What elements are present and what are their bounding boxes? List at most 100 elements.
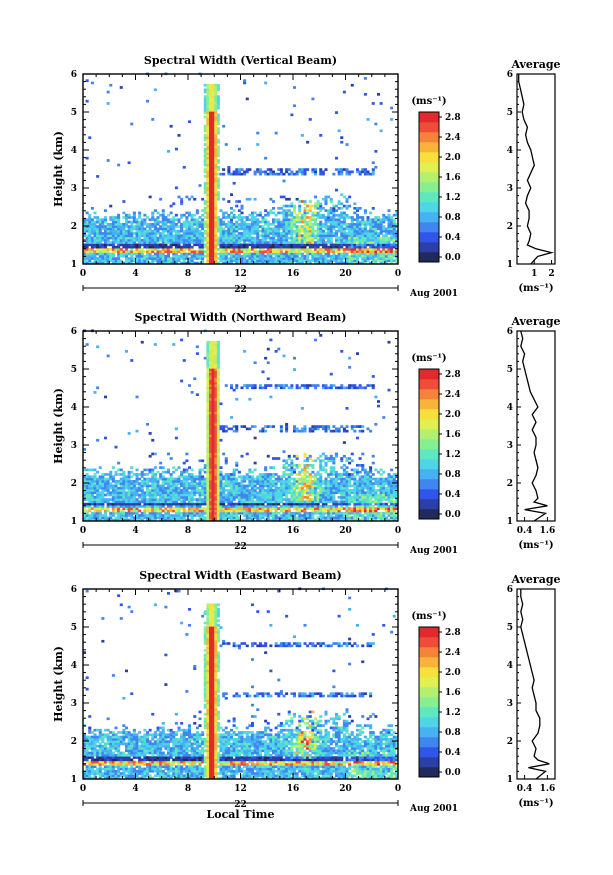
heatmap-cell: [203, 152, 207, 155]
heatmap-cell: [148, 493, 152, 497]
heatmap-cell: [214, 477, 218, 481]
colorbar-swatch: [419, 192, 439, 203]
heatmap-cell: [211, 475, 215, 479]
heatmap-cell: [211, 131, 215, 135]
heatmap-cell: [114, 498, 118, 501]
heatmap-cell: [237, 225, 241, 228]
heatmap-cell: [306, 238, 310, 242]
heatmap-cell: [222, 211, 226, 215]
heatmap-cell: [83, 509, 87, 513]
colorbar-swatch: [419, 162, 439, 173]
heatmap-cell: [266, 505, 270, 508]
heatmap-cell: [96, 470, 100, 474]
heatmap-cell: [274, 213, 278, 217]
profile-y-tick-label: 4: [507, 146, 513, 156]
heatmap-cell: [222, 227, 226, 231]
heatmap-cell: [185, 211, 189, 215]
heatmap-cell: [169, 479, 173, 483]
heatmap-cell: [206, 377, 210, 381]
heatmap-cell: [174, 238, 178, 242]
heatmap-cell: [201, 468, 205, 472]
heatmap-cell: [193, 511, 197, 515]
heatmap-cell: [282, 241, 286, 244]
heatmap-cell: [324, 254, 328, 258]
heatmap-cell: [132, 489, 136, 492]
heatmap-cell: [227, 516, 231, 520]
heatmap-cell: [300, 168, 304, 171]
heatmap-cell: [256, 493, 260, 497]
heatmap-cell: [119, 502, 123, 506]
heatmap-cell: [214, 241, 218, 244]
heatmap-cell: [295, 236, 299, 240]
heatmap-cell: [177, 248, 181, 251]
heatmap-cell: [135, 261, 139, 265]
heatmap-cell: [219, 257, 223, 260]
heatmap-cell: [258, 473, 262, 476]
heatmap-cell: [277, 252, 281, 256]
heatmap-cell: [216, 407, 220, 410]
heatmap-cell: [222, 516, 226, 520]
heatmap-cell: [106, 250, 110, 253]
heatmap-cell: [274, 172, 278, 176]
heatmap-cell: [201, 502, 205, 506]
heatmap-cell: [216, 118, 220, 121]
heatmap-cell: [290, 225, 294, 228]
heatmap-cell: [211, 381, 215, 385]
heatmap-cell: [182, 514, 186, 517]
heatmap-cell: [314, 241, 318, 244]
heatmap-cell: [109, 491, 113, 495]
heatmap-cell: [279, 238, 283, 242]
heatmap-cell: [382, 245, 386, 249]
heatmap-cell: [122, 500, 126, 504]
heatmap-cell: [214, 179, 218, 183]
heatmap-cell: [350, 248, 354, 251]
heatmap-cell: [185, 482, 189, 485]
heatmap-cell: [209, 459, 213, 463]
heatmap-cell: [164, 498, 168, 501]
heatmap-cell: [143, 511, 147, 515]
heatmap-cell: [180, 502, 184, 506]
heatmap-cell: [353, 254, 357, 258]
heatmap-cell: [319, 220, 323, 224]
heatmap-cell: [269, 170, 273, 174]
heatmap-cell: [130, 261, 134, 265]
heatmap-cell: [214, 413, 218, 417]
heatmap-cell: [206, 370, 210, 374]
heatmap-cell: [153, 518, 157, 522]
heatmap-cell: [314, 245, 318, 249]
heatmap-cell: [83, 238, 87, 242]
heatmap-cell: [85, 482, 89, 485]
heatmap-cell: [253, 484, 257, 488]
heatmap-cell: [211, 150, 215, 153]
heatmap-cell: [153, 257, 157, 260]
heatmap-cell: [337, 245, 341, 249]
heatmap-cell: [132, 482, 136, 485]
heatmap-cell: [266, 454, 270, 458]
heatmap-cell: [279, 250, 283, 253]
heatmap-cell: [363, 229, 367, 233]
heatmap-cell: [216, 363, 220, 367]
heatmap-cell: [209, 377, 213, 381]
heatmap-cell: [235, 220, 239, 224]
heatmap-cell: [182, 461, 186, 465]
heatmap-cell: [167, 213, 171, 217]
heatmap-cell: [235, 259, 239, 263]
heatmap-cell: [177, 505, 181, 508]
heatmap-cell: [327, 216, 331, 219]
heatmap-cell: [371, 218, 375, 222]
heatmap-cell: [182, 165, 186, 169]
heatmap-cell: [104, 473, 108, 476]
heatmap-cell: [237, 218, 241, 222]
heatmap-cell: [245, 254, 249, 258]
heatmap-cell: [206, 83, 210, 87]
heatmap-cell: [132, 498, 136, 501]
heatmap-cell: [167, 482, 171, 485]
heatmap-cell: [237, 495, 241, 499]
heatmap-cell: [132, 486, 136, 490]
heatmap-cell: [240, 236, 244, 240]
heatmap-cell: [209, 211, 213, 215]
heatmap-cell: [245, 502, 249, 506]
heatmap-cell: [369, 252, 373, 256]
heatmap-cell: [169, 457, 173, 460]
heatmap-cell: [130, 227, 134, 231]
